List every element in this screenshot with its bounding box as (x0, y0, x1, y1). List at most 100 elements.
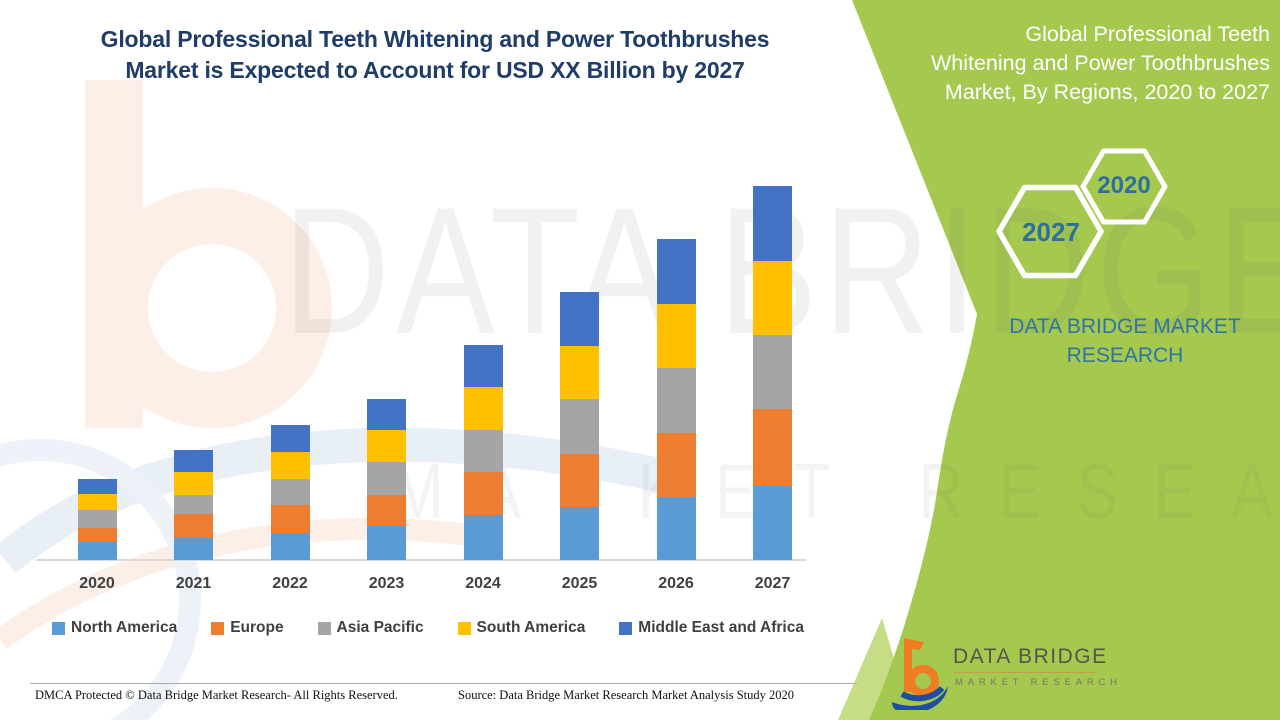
stacked-bar-chart: 2020 2021 2022 2023 2024 2025 2026 2027 (36, 178, 808, 592)
bar-segment-europe (367, 494, 406, 526)
bar-segment-asia-pacific (560, 399, 599, 454)
bar-2021 (174, 178, 213, 560)
bar-segment-asia-pacific (270, 479, 310, 505)
bar-segment-middle-east-and-africa (270, 425, 310, 452)
bar-2027 (753, 178, 792, 560)
bar-segment-europe (560, 454, 599, 507)
bar-segment-north-america (656, 497, 696, 560)
footer-divider (30, 683, 857, 684)
bar-segment-asia-pacific (367, 462, 406, 495)
legend-item-europe: Europe (211, 619, 284, 637)
bar-segment-middle-east-and-africa (656, 238, 696, 304)
bar-segment-north-america (560, 506, 599, 560)
legend-item-asia-pacific: Asia Pacific (317, 619, 424, 637)
x-axis-label-2027: 2027 (754, 575, 791, 592)
bar-segment-south-america (463, 386, 503, 430)
bar-2023 (367, 178, 406, 560)
x-axis-label-2022: 2022 (272, 575, 308, 592)
bar-2026 (656, 178, 696, 560)
legend-item-north-america: North America (52, 619, 177, 637)
bar-segment-asia-pacific (77, 510, 117, 528)
x-axis-line (36, 559, 806, 561)
chart-title-line1: Global Professional Teeth Whitening and … (100, 26, 770, 52)
bar-segment-asia-pacific (656, 367, 696, 433)
bar-segment-asia-pacific (174, 495, 213, 514)
legend-item-south-america: South America (457, 619, 586, 637)
bar-segment-europe (463, 471, 503, 515)
bar-segment-south-america (77, 493, 117, 510)
bar-segment-middle-east-and-africa (77, 478, 117, 494)
bar-segment-europe (753, 408, 792, 486)
hexagon-year-2020: 2020 (1097, 172, 1151, 199)
logo-b-icon (892, 638, 948, 710)
bar-segment-north-america (753, 485, 792, 560)
chart-title-line2: Market is Expected to Account for USD XX… (125, 57, 745, 83)
bar-segment-south-america (367, 430, 406, 462)
right-title-line3: Market, By Regions, 2020 to 2027 (944, 80, 1270, 104)
footer-source-text: Source: Data Bridge Market Research Mark… (458, 688, 795, 702)
brand-text-line2: RESEARCH (1066, 344, 1184, 367)
brand-text: DATA BRIDGE MARKET RESEARCH (985, 312, 1265, 370)
logo-title: DATA BRIDGE (953, 645, 1108, 668)
hexagon-year-2027: 2027 (1022, 217, 1080, 247)
x-axis-label-2024: 2024 (465, 575, 501, 592)
bar-segment-south-america (174, 471, 213, 495)
legend-label: South America (476, 619, 586, 636)
chart-legend: North America Europe Asia Pacific South Ame… (52, 619, 804, 637)
bar-segment-south-america (753, 260, 792, 335)
bar-segment-north-america (270, 533, 310, 560)
bar-segment-middle-east-and-africa (367, 398, 406, 430)
legend-swatch-icon (619, 621, 633, 635)
bar-2024 (463, 178, 503, 560)
right-panel-title: Global Professional Teeth Whitening and … (870, 20, 1270, 107)
footer-dmca-text: DMCA Protected © Data Bridge Market Rese… (35, 688, 398, 702)
bar-segment-north-america (367, 526, 406, 560)
bar-segment-europe (77, 527, 117, 542)
legend-swatch-icon (457, 621, 471, 635)
x-axis-label-2025: 2025 (561, 575, 598, 592)
bar-segment-europe (656, 432, 696, 497)
bar-segment-middle-east-and-africa (463, 344, 503, 387)
legend-label: Middle East and Africa (638, 619, 804, 636)
watermark-small-text: MARKET RESEARCH (392, 449, 1280, 536)
legend-swatch-icon (52, 621, 65, 635)
bar-segment-north-america (77, 542, 117, 560)
bar-segment-south-america (270, 452, 310, 479)
data-bridge-logo: DATA BRIDGE MARKET RESEARCH (890, 636, 1120, 710)
bar-segment-middle-east-and-africa (753, 186, 792, 261)
legend-label: Asia Pacific (336, 619, 424, 636)
right-title-line1: Global Professional Teeth (1025, 22, 1270, 46)
bar-segment-asia-pacific (463, 430, 503, 472)
watermark-circle (0, 439, 201, 720)
legend-swatch-icon (317, 621, 331, 635)
bar-segment-europe (270, 505, 310, 533)
bar-segment-south-america (656, 303, 696, 368)
bar-segment-north-america (174, 537, 213, 560)
hexagon-2020 (1080, 148, 1168, 225)
green-panel (852, 0, 1280, 720)
watermark-b-bowl (92, 188, 332, 428)
bar-segment-north-america (463, 515, 503, 560)
chart-title: Global Professional Teeth Whitening and … (55, 24, 815, 86)
legend-item-middle-east-and-africa: Middle East and Africa (619, 619, 804, 637)
logo-underline (954, 672, 1096, 673)
x-axis-label-2023: 2023 (368, 575, 405, 592)
legend-label: North America (71, 619, 178, 636)
bar-2022 (270, 178, 310, 560)
bar-2020 (77, 178, 117, 560)
bar-segment-middle-east-and-africa (560, 292, 599, 346)
x-axis-label-2021: 2021 (175, 575, 212, 592)
bar-segment-middle-east-and-africa (174, 450, 213, 472)
brand-text-line1: DATA BRIDGE MARKET (1009, 315, 1241, 338)
right-title-line2: Whitening and Power Toothbrushes (930, 51, 1270, 75)
bar-segment-asia-pacific (753, 334, 792, 409)
legend-swatch-icon (211, 621, 225, 635)
bar-2025 (560, 178, 599, 560)
bar-segment-europe (174, 514, 213, 538)
logo-subtitle: MARKET RESEARCH (955, 677, 1122, 688)
hexagon-2027 (996, 184, 1104, 279)
x-axis-label-2020: 2020 (79, 575, 115, 592)
